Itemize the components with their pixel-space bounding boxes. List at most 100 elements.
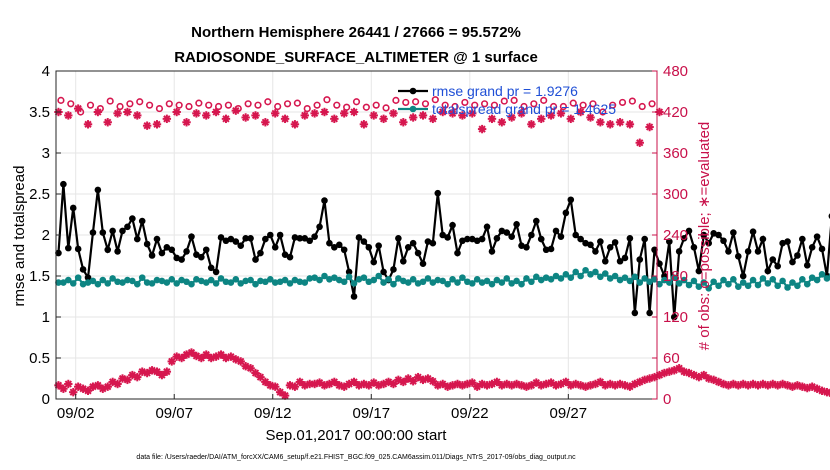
possible-point [283, 100, 292, 108]
possible-point [589, 100, 597, 108]
evaluated-point [133, 111, 142, 120]
asterisk-stroke [350, 378, 358, 386]
asterisk-stroke [778, 380, 787, 388]
data-point [286, 253, 294, 261]
data-point [528, 278, 535, 286]
data-point [65, 276, 72, 284]
data-point [454, 279, 461, 286]
evaluated-point [113, 379, 122, 389]
possible-point [145, 101, 154, 109]
data-point [725, 248, 732, 255]
x-tick-label: 09/12 [254, 405, 292, 422]
data-point [395, 275, 402, 282]
asterisk-stroke [153, 120, 161, 128]
possible-point [57, 96, 65, 104]
asterisk-stroke [153, 368, 161, 376]
data-point [395, 234, 402, 242]
evaluated-point [93, 107, 103, 117]
data-point [291, 234, 299, 241]
asterisk-stroke [749, 380, 757, 388]
asterisk-stroke [439, 108, 447, 116]
possible-point [185, 102, 193, 111]
data-point [74, 274, 82, 281]
data-point [557, 275, 565, 282]
asterisk-stroke [567, 115, 575, 123]
data-point [803, 262, 811, 269]
evaluated-point [261, 118, 270, 127]
possible-point [86, 101, 95, 109]
data-point [493, 234, 501, 242]
data-point [178, 256, 185, 263]
data-point [680, 276, 688, 284]
series-evaluated-low [54, 348, 830, 400]
footer-data-file: data file: /Users/raeder/DAI/ATM_forcXX/… [136, 454, 576, 461]
data-point [306, 237, 314, 245]
right-axis: 0 60 120 180 240 300 360 420 480 [652, 63, 688, 408]
data-point [503, 229, 511, 236]
data-point [734, 283, 742, 290]
y-right-tick-label: 420 [663, 104, 688, 121]
asterisk-stroke [493, 378, 501, 386]
y-right-axis-label: # of obs: o=possible; ∗=evaluated [696, 122, 713, 351]
asterisk-stroke [310, 109, 319, 118]
possible-point [412, 98, 420, 106]
asterisk-stroke [340, 109, 348, 118]
asterisk-stroke [498, 118, 506, 126]
data-point [592, 268, 599, 276]
y-right-tick-label: 0 [663, 391, 671, 408]
evaluated-point [197, 353, 206, 363]
data-point [183, 248, 190, 255]
asterisk-stroke [133, 111, 141, 120]
asterisk-stroke [508, 113, 516, 122]
data-point [306, 275, 314, 282]
evaluated-point [537, 114, 546, 124]
y-right-tick-label: 240 [663, 227, 688, 244]
asterisk-stroke [448, 109, 457, 118]
possible-point [67, 100, 75, 108]
y-tick-label: 4 [42, 63, 50, 80]
data-point [513, 221, 520, 228]
data-point [631, 273, 639, 281]
asterisk-stroke [572, 380, 580, 388]
data-point [360, 274, 368, 281]
data-point [567, 196, 575, 204]
evaluated-point [275, 387, 285, 397]
evaluated-point [310, 109, 319, 118]
asterisk-stroke [330, 115, 338, 123]
evaluated-point [123, 375, 132, 385]
asterisk-stroke [636, 139, 644, 147]
data-point [779, 277, 786, 285]
evaluated-point [64, 111, 73, 120]
asterisk-stroke [793, 381, 802, 389]
data-point [207, 276, 215, 284]
data-point [789, 258, 796, 266]
evaluated-point [408, 113, 418, 122]
evaluated-point [251, 111, 260, 120]
possible-point [638, 102, 646, 111]
data-point [508, 233, 515, 240]
asterisk-stroke [606, 120, 614, 128]
asterisk-stroke [453, 380, 462, 388]
data-point [483, 277, 491, 285]
data-point [784, 238, 791, 245]
asterisk-stroke [813, 385, 821, 393]
data-point [656, 260, 663, 268]
data-point [685, 281, 693, 289]
data-point [321, 197, 328, 204]
asterisk-stroke [217, 350, 225, 359]
data-point [409, 275, 417, 283]
data-point [163, 244, 171, 251]
asterisk-stroke [242, 362, 250, 370]
x-tick-label: 09/17 [353, 405, 391, 422]
possible-point [559, 102, 568, 111]
evaluated-point [477, 124, 487, 134]
data-point [409, 239, 417, 247]
asterisk-stroke [512, 380, 521, 388]
series-layer [54, 96, 830, 400]
data-point [79, 266, 87, 273]
asterisk-stroke [759, 380, 767, 388]
data-point [217, 234, 225, 241]
data-point [606, 275, 614, 282]
asterisk-stroke [202, 111, 210, 120]
data-point [257, 277, 264, 285]
